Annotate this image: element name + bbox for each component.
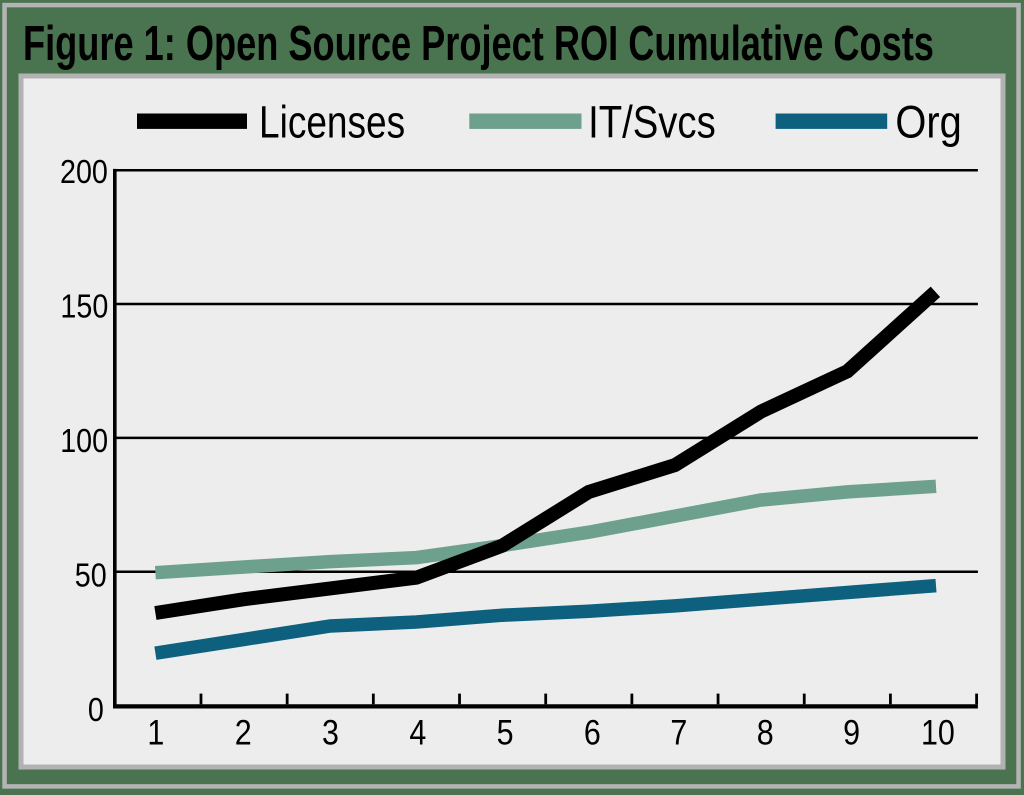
- svg-text:200: 200: [60, 153, 108, 190]
- svg-text:IT/Svcs: IT/Svcs: [588, 96, 716, 147]
- svg-text:Licenses: Licenses: [259, 97, 405, 147]
- svg-text:100: 100: [60, 422, 108, 459]
- svg-text:0: 0: [88, 691, 104, 728]
- svg-text:7: 7: [670, 713, 687, 753]
- svg-text:6: 6: [584, 713, 601, 753]
- svg-text:8: 8: [757, 713, 774, 753]
- svg-text:9: 9: [843, 713, 860, 753]
- svg-text:5: 5: [497, 713, 514, 753]
- svg-text:50: 50: [75, 556, 107, 593]
- svg-text:2: 2: [235, 713, 252, 753]
- svg-text:4: 4: [409, 713, 426, 753]
- svg-text:3: 3: [322, 713, 339, 753]
- svg-text:Org: Org: [895, 98, 961, 148]
- svg-text:10: 10: [921, 713, 955, 753]
- svg-text:150: 150: [60, 288, 108, 325]
- svg-text:Figure 1: Open Source Project: Figure 1: Open Source Project ROI Cumula…: [23, 17, 934, 72]
- svg-text:1: 1: [147, 713, 164, 753]
